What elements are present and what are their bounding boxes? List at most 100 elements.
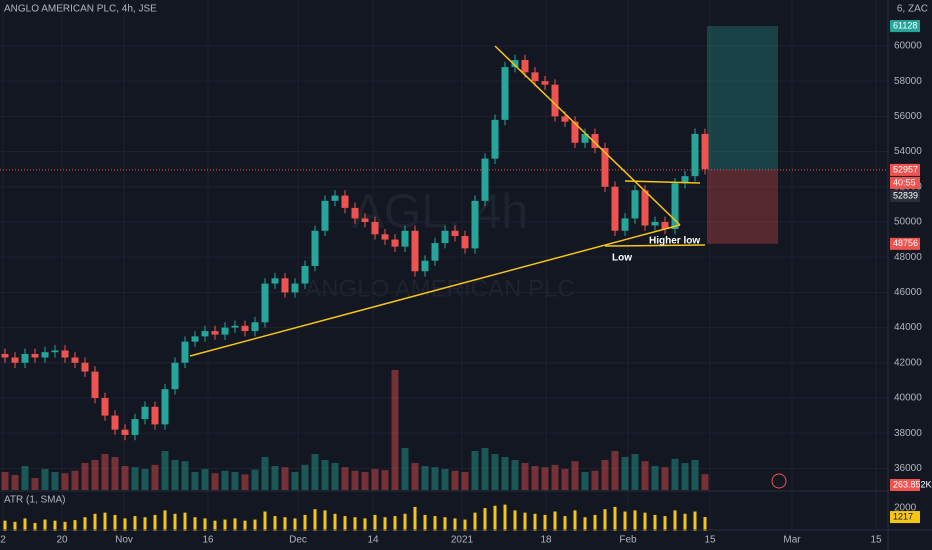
atr-bar [203,518,207,531]
candle-body [361,218,369,222]
atr-label: 1217 [893,511,913,521]
atr-title: ATR (1, SMA) [4,495,65,506]
y-tick-label: 50000 [894,217,922,228]
volume-bar [701,474,709,490]
atr-bar [283,517,287,531]
atr-bar [563,516,567,531]
entry-label-bg [890,163,920,176]
volume-bar [601,460,609,490]
volume-bar [501,457,509,490]
volume-bar [411,463,419,490]
volume-bar [101,454,109,490]
atr-bar [473,512,477,531]
candle-body [441,230,449,244]
resistance-line [624,180,701,184]
volume-bar [661,467,669,490]
candle-body [341,195,349,208]
atr-bar [243,520,247,531]
atr-bar [273,516,277,531]
volume-bar [271,466,279,490]
candle-body [511,60,519,68]
candle-body [481,158,489,201]
volume-bar [591,470,599,490]
candle-body [671,183,679,229]
volume-bar [361,472,369,490]
candle-body [1,353,9,358]
countdown-bg [890,176,920,189]
atr-bar [643,512,647,531]
volume-bar [671,458,679,490]
x-tick-label: Mar [783,535,801,546]
volume-bar [301,464,309,490]
volume-bar [331,463,339,490]
candle-body [561,116,569,122]
watermark: AGL, 4h [352,186,528,239]
trend-line [189,224,681,357]
candle-body [291,283,299,293]
volume-bar [71,470,79,490]
candle-body [241,325,249,332]
x-tick-label: 2 [0,535,6,546]
candle-body [351,207,359,219]
atr-bar [303,514,307,531]
candle-body [301,265,309,284]
volume-bar [431,467,439,490]
volume-bar [11,475,19,490]
candle-body [541,81,549,85]
volume-bar [611,451,619,490]
atr-bar [693,511,697,531]
volume-bar [41,469,49,490]
candle-body [531,72,539,82]
x-tick-label: 16 [202,535,214,546]
atr-bar [533,513,537,531]
x-tick-label: Dec [289,535,307,546]
candle-body [491,119,499,159]
currency: 6, ZAC [897,4,928,15]
target-label-bg [890,20,920,33]
candle-body [251,322,259,332]
volume-bar [181,461,189,490]
volume-bar [121,466,129,490]
volume-bar [91,460,99,490]
atr-bar [143,517,147,531]
candle-body [181,341,189,363]
volume-bar [21,466,29,490]
atr-bar [673,510,677,531]
volume-bar [511,460,519,490]
y-tick-label: 46000 [894,287,922,298]
y-tick-label: 60000 [894,41,922,52]
volume-bar [381,470,389,490]
volume-bar [321,460,329,490]
volume-bar [641,461,649,490]
atr-bar [123,518,127,531]
earnings-icon[interactable] [771,473,787,489]
candle-body [51,350,59,353]
atr-bar [483,508,487,531]
entry-label: 52957 [893,164,918,174]
x-tick-label: 18 [540,535,552,546]
atr-bar [593,514,597,531]
candle-body [101,397,109,416]
candle-body [71,357,79,363]
candle-body [471,200,479,249]
candle-body [631,190,639,219]
candle-body [201,331,209,337]
candle-body [551,84,559,117]
y-tick-label: 56000 [894,111,922,122]
volume-bar [291,472,299,490]
candle-body [211,331,219,335]
volume-bar [311,454,319,490]
y-tick-label: 54000 [894,146,922,157]
candle-body [371,221,379,235]
candle-body [601,148,609,187]
atr-bar [83,517,87,531]
volume-bar [231,472,239,490]
atr-bar [443,517,447,531]
volume-bar [691,460,699,490]
candle-body [91,371,99,398]
atr-bar [153,514,157,531]
atr-bar [583,517,587,531]
atr-bar [603,509,607,531]
candle-body [451,230,459,237]
